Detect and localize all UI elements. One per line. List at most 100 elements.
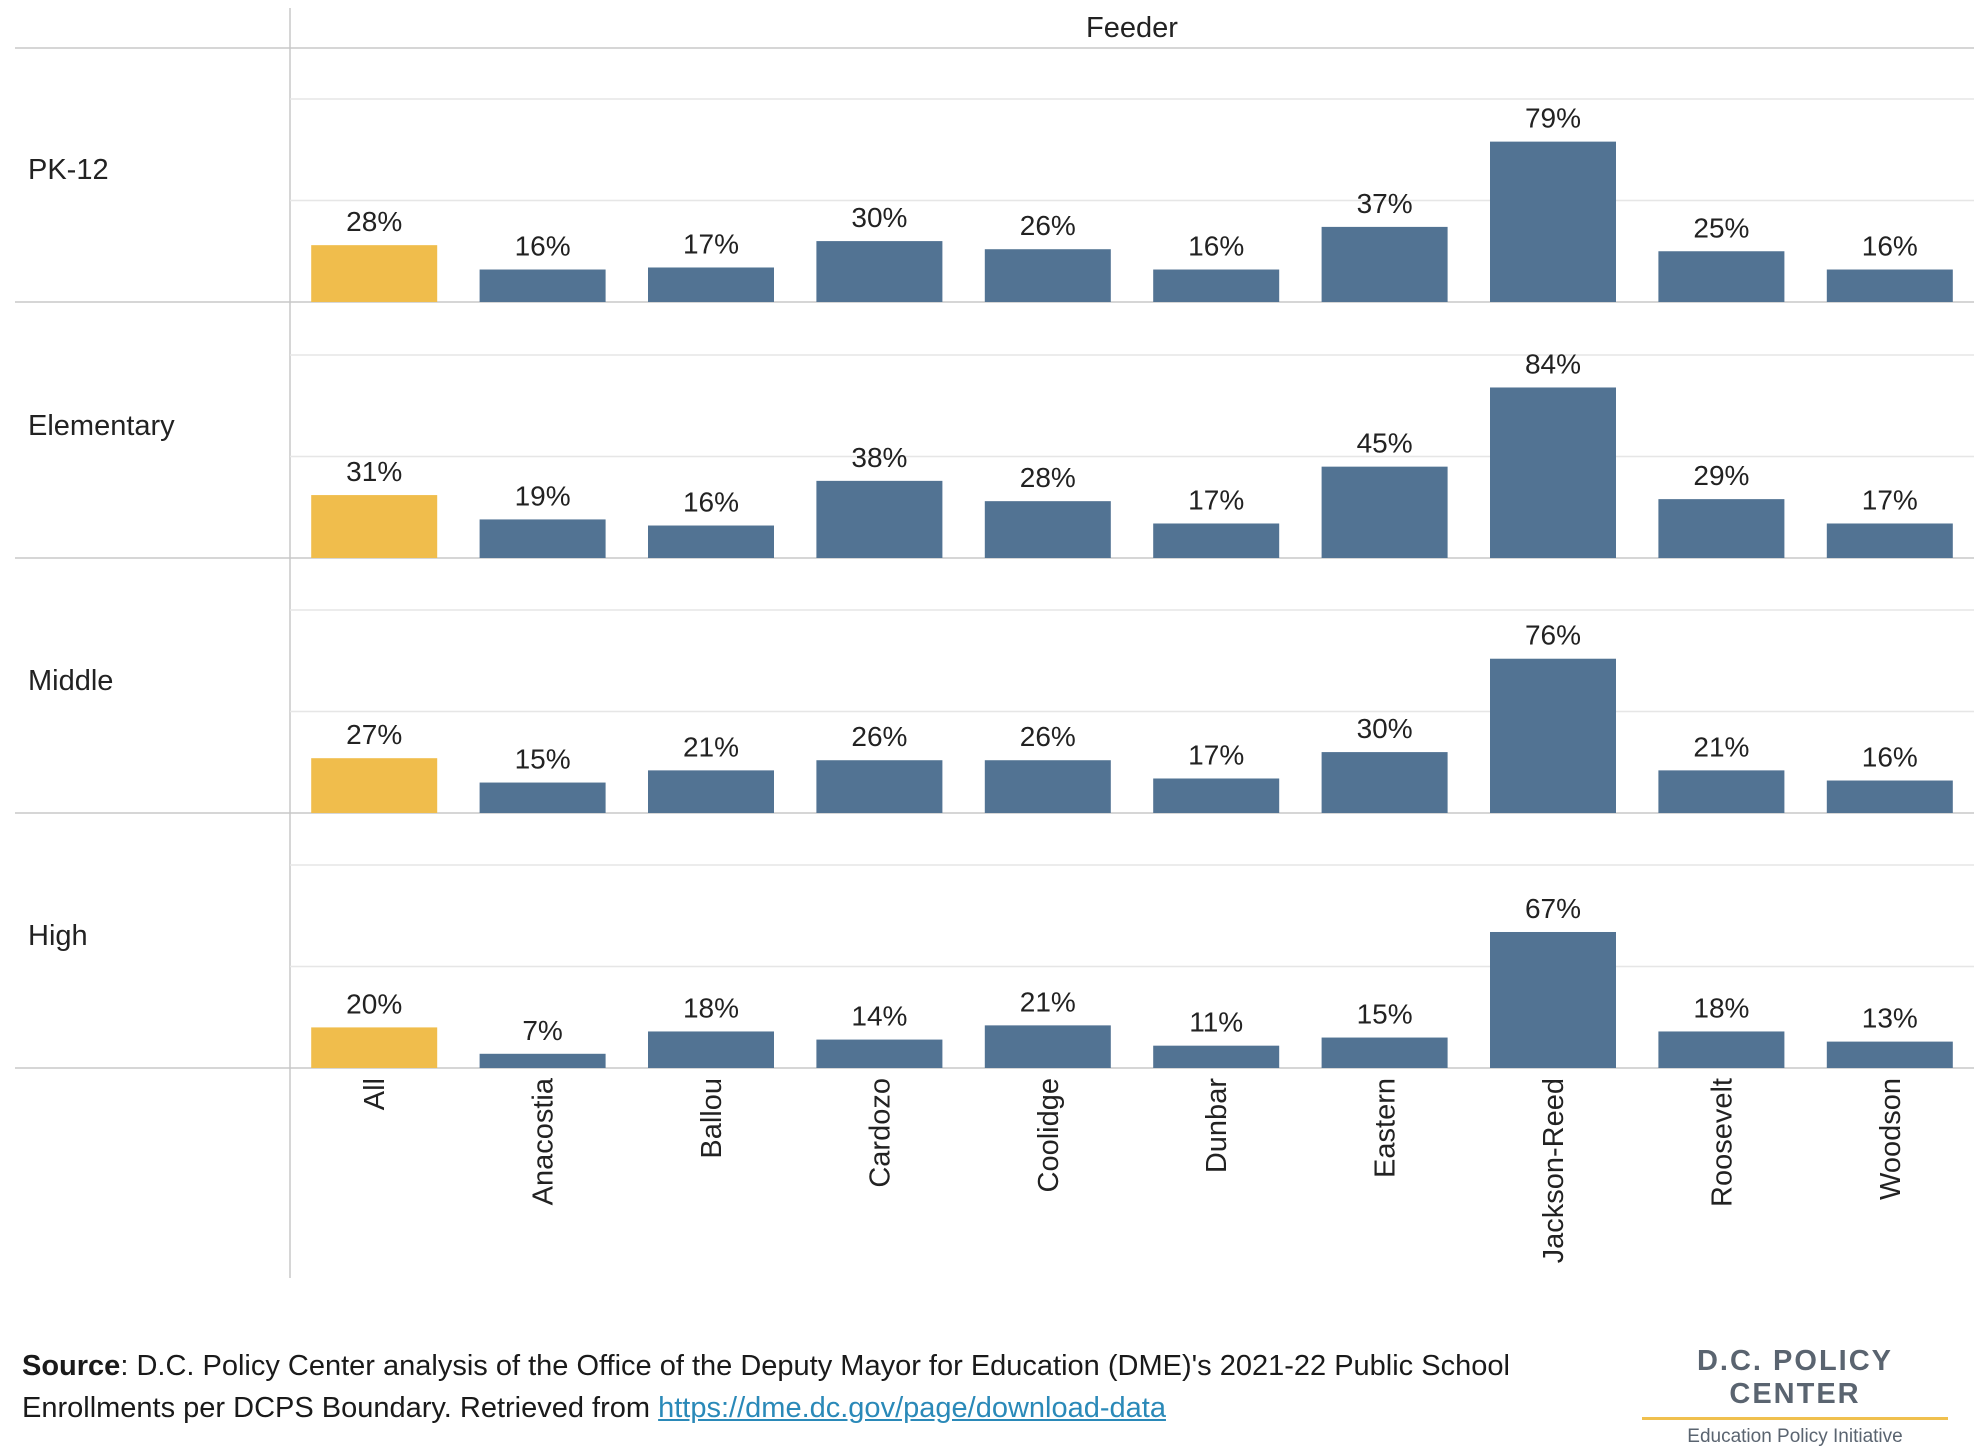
bar-high-cardozo [816,1039,943,1068]
bar-elementary-dunbar [1153,523,1280,558]
bar-pk-12-anacostia [479,269,606,302]
data-label-elementary-dunbar: 17% [1188,484,1244,515]
category-label-roosevelt: Roosevelt [1706,1078,1738,1207]
category-label-cardozo: Cardozo [864,1078,896,1188]
bar-high-coolidge [984,1025,1111,1068]
source-label: Source [22,1350,121,1382]
data-label-high-jackson-reed: 67% [1525,893,1581,924]
category-label-ballou: Ballou [696,1078,728,1159]
bar-elementary-all [311,495,438,558]
bar-high-woodson [1826,1041,1953,1068]
data-label-middle-cardozo: 26% [851,721,907,752]
bar-pk-12-dunbar [1153,269,1280,302]
bar-pk-12-coolidge [984,249,1111,302]
data-label-pk-12-ballou: 17% [683,228,739,259]
category-label-anacostia: Anacostia [528,1077,560,1205]
logo-subtitle: Education Policy Initiative [1687,1426,1903,1447]
data-label-middle-all: 27% [346,719,402,750]
bar-pk-12-ballou [648,267,774,302]
data-label-pk-12-eastern: 37% [1357,188,1413,219]
bar-elementary-coolidge [984,501,1111,558]
data-label-elementary-cardozo: 38% [851,442,907,473]
category-label-jackson-reed: Jackson-Reed [1538,1078,1570,1263]
bar-elementary-ballou [648,525,774,558]
bar-elementary-roosevelt [1658,499,1785,558]
data-label-high-woodson: 13% [1862,1003,1918,1034]
data-label-pk-12-jackson-reed: 79% [1525,103,1581,134]
bar-high-anacostia [479,1053,606,1068]
data-label-elementary-anacostia: 19% [515,480,571,511]
category-label-dunbar: Dunbar [1201,1078,1233,1173]
data-label-high-cardozo: 14% [851,1001,907,1032]
bar-elementary-cardozo [816,480,943,558]
bar-high-jackson-reed [1490,931,1616,1068]
data-label-middle-jackson-reed: 76% [1525,620,1581,651]
bar-pk-12-all [311,245,438,302]
category-label-all: All [359,1078,391,1110]
data-label-pk-12-dunbar: 16% [1188,231,1244,262]
data-label-high-dunbar: 11% [1189,1007,1243,1038]
bar-middle-roosevelt [1658,770,1785,813]
bar-elementary-jackson-reed [1490,387,1616,558]
column-header: Feeder [1086,12,1178,44]
logo-org-name: D.C. POLICY CENTER [1696,1345,1893,1410]
data-label-high-all: 20% [346,988,402,1019]
data-label-middle-ballou: 21% [683,731,739,762]
bar-middle-woodson [1826,780,1953,813]
data-label-pk-12-anacostia: 16% [515,231,571,262]
bar-high-eastern [1321,1037,1448,1068]
data-label-elementary-jackson-reed: 84% [1525,348,1581,379]
logo-rule [1642,1417,1948,1420]
bar-pk-12-jackson-reed [1490,141,1616,302]
data-label-pk-12-roosevelt: 25% [1693,212,1749,243]
bar-middle-ballou [648,770,774,813]
category-label-woodson: Woodson [1875,1078,1907,1200]
data-label-pk-12-all: 28% [346,206,402,237]
source-text: : D.C. Policy Center analysis of the Off… [22,1350,1510,1424]
data-label-high-eastern: 15% [1357,999,1413,1030]
grid-layer [15,8,1974,1278]
bar-middle-eastern [1321,752,1448,813]
data-label-middle-coolidge: 26% [1020,721,1076,752]
data-label-middle-anacostia: 15% [515,744,571,775]
data-label-elementary-eastern: 45% [1357,428,1413,459]
bar-pk-12-roosevelt [1658,251,1785,302]
category-label-coolidge: Coolidge [1033,1078,1065,1192]
bar-pk-12-woodson [1826,269,1953,302]
chart: Feeder PK-12 28% 16% 17% 30% 26% 16% 37% 79% 25% 1… [15,8,1974,1278]
bar-pk-12-eastern [1321,226,1448,302]
data-label-elementary-ballou: 16% [683,487,739,518]
bar-middle-coolidge [984,760,1111,813]
bars-layer [311,141,1953,1068]
bar-pk-12-cardozo [816,241,943,302]
row-label-high: High [28,920,88,952]
row-label-pk-12: PK-12 [28,154,109,186]
data-label-high-coolidge: 21% [1020,986,1076,1017]
dc-policy-center-logo: D.C. POLICY CENTER Education Policy Init… [1630,1345,1960,1448]
data-label-elementary-woodson: 17% [1862,484,1918,515]
row-label-middle: Middle [28,665,113,697]
data-label-high-roosevelt: 18% [1693,992,1749,1023]
bar-middle-jackson-reed [1490,658,1616,813]
data-label-pk-12-cardozo: 30% [851,202,907,233]
text-layer: Feeder PK-12 28% 16% 17% 30% 26% 16% 37% 79% 25% 1… [28,12,1918,1263]
data-label-pk-12-woodson: 16% [1862,231,1918,262]
data-label-elementary-all: 31% [346,456,402,487]
bar-middle-all [311,758,438,813]
data-label-high-ballou: 18% [683,992,739,1023]
data-label-middle-dunbar: 17% [1188,739,1244,770]
data-label-middle-eastern: 30% [1357,713,1413,744]
bar-middle-cardozo [816,760,943,813]
data-label-pk-12-coolidge: 26% [1020,210,1076,241]
data-label-elementary-roosevelt: 29% [1693,460,1749,491]
bar-high-all [311,1027,438,1068]
bar-elementary-eastern [1321,466,1448,558]
source-link[interactable]: https://dme.dc.gov/page/download-data [658,1392,1166,1424]
bar-high-ballou [648,1031,774,1068]
bar-elementary-woodson [1826,523,1953,558]
bar-high-dunbar [1153,1045,1280,1068]
bar-elementary-anacostia [479,519,606,558]
data-label-elementary-coolidge: 28% [1020,462,1076,493]
bar-high-roosevelt [1658,1031,1785,1068]
bar-middle-anacostia [479,782,606,813]
